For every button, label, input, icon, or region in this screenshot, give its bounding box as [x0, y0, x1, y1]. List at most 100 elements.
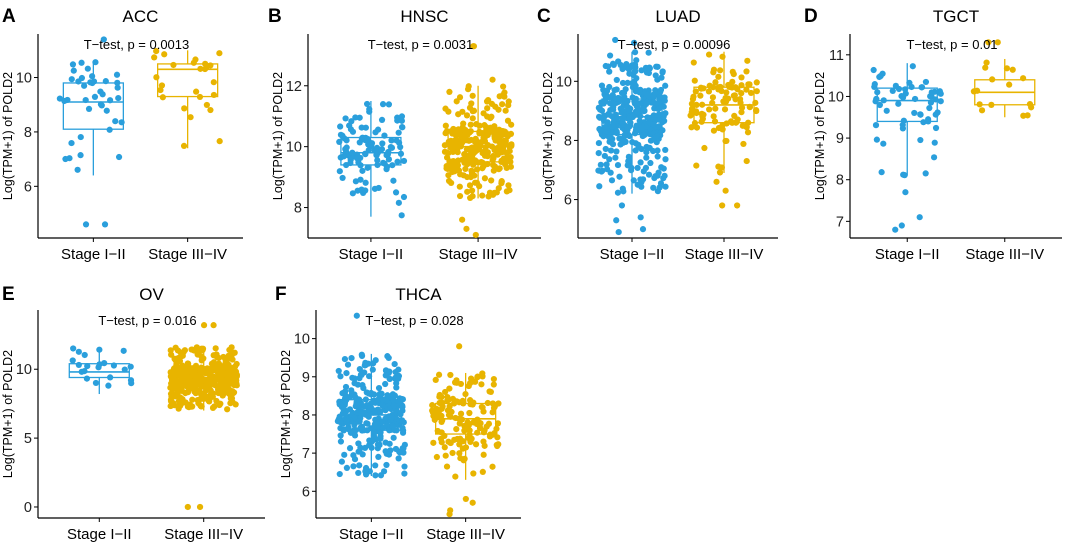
panel-label: D [804, 6, 818, 27]
data-point [346, 445, 354, 452]
y-tick-label: 6 [564, 193, 572, 209]
data-point [358, 371, 365, 379]
data-point [989, 76, 996, 83]
data-point [337, 131, 345, 138]
data-point [358, 186, 365, 193]
data-point [120, 347, 127, 354]
data-point [976, 101, 983, 108]
data-point [602, 145, 609, 153]
data-point [489, 409, 496, 416]
data-point [927, 99, 935, 106]
data-point [930, 154, 938, 161]
data-point [370, 391, 378, 398]
data-point [456, 450, 463, 457]
data-point [920, 119, 927, 126]
data-point [230, 367, 237, 374]
data-point [880, 97, 887, 104]
data-point [397, 150, 405, 157]
data-point [393, 384, 400, 391]
data-point [374, 149, 381, 156]
data-point [616, 173, 623, 180]
data-point [90, 78, 98, 85]
data-point [375, 384, 383, 392]
data-point [466, 158, 473, 166]
data-point [614, 161, 622, 169]
outlier-point [196, 503, 204, 511]
data-point [490, 381, 497, 388]
data-point [908, 83, 915, 91]
y-tick-label: 8 [294, 201, 302, 217]
data-point [153, 74, 160, 81]
data-point [375, 453, 382, 460]
data-point [366, 373, 373, 380]
data-point [469, 108, 476, 115]
outlier-point [459, 216, 466, 223]
data-point [443, 463, 451, 470]
data-point [192, 372, 199, 379]
panel-ov: E OV T−test, p = 0.016 Log(TPM+1) of POLD2 0… [1, 284, 265, 543]
data-point [723, 89, 730, 96]
data-point [64, 96, 71, 104]
data-point [210, 79, 217, 86]
data-point [357, 162, 364, 169]
data-point [606, 52, 614, 59]
data-point [335, 367, 342, 375]
data-point [1020, 75, 1027, 82]
data-point [743, 68, 750, 75]
data-point [224, 406, 231, 413]
data-point [196, 387, 203, 394]
data-point [596, 183, 603, 190]
data-point [355, 469, 362, 477]
data-point [697, 84, 705, 91]
data-point [105, 382, 112, 389]
data-point [494, 420, 502, 427]
data-point [436, 399, 443, 407]
data-point [172, 344, 179, 351]
outlier-point [184, 503, 191, 511]
data-point [351, 375, 358, 382]
data-point [386, 427, 393, 434]
data-point [337, 425, 344, 432]
data-point [662, 156, 669, 163]
y-tick-label: 10 [16, 71, 32, 87]
data-point [451, 400, 458, 407]
data-point [429, 402, 436, 409]
data-point [81, 82, 88, 89]
data-point [494, 442, 501, 450]
data-point [498, 178, 505, 186]
data-point [661, 94, 668, 101]
data-point [689, 95, 697, 103]
data-point [470, 399, 477, 406]
data-point [617, 141, 624, 148]
data-point [620, 115, 627, 122]
data-point [729, 78, 736, 85]
data-point [216, 50, 223, 57]
panel-title: OV [139, 285, 164, 304]
data-point [595, 149, 602, 157]
data-point [705, 88, 712, 95]
outlier-point [489, 76, 496, 83]
data-point [182, 370, 189, 378]
data-point [647, 159, 654, 167]
data-point [197, 65, 204, 72]
data-point [91, 93, 99, 100]
data-point [502, 155, 510, 162]
y-axis-label: Log(TPM+1) of POLD2 [1, 350, 15, 478]
data-point [77, 152, 84, 159]
data-point [879, 70, 886, 77]
data-point [92, 59, 99, 66]
outlier-point [100, 36, 107, 43]
data-point [484, 141, 492, 149]
data-point [693, 109, 700, 117]
data-point [654, 172, 661, 179]
outlier-point [469, 499, 476, 506]
data-point [95, 364, 102, 371]
data-point [187, 378, 194, 385]
data-point [880, 140, 887, 147]
data-point [101, 360, 108, 367]
data-point [727, 118, 735, 125]
data-point [397, 411, 404, 418]
outlier-point [713, 178, 720, 185]
data-point [600, 100, 607, 107]
